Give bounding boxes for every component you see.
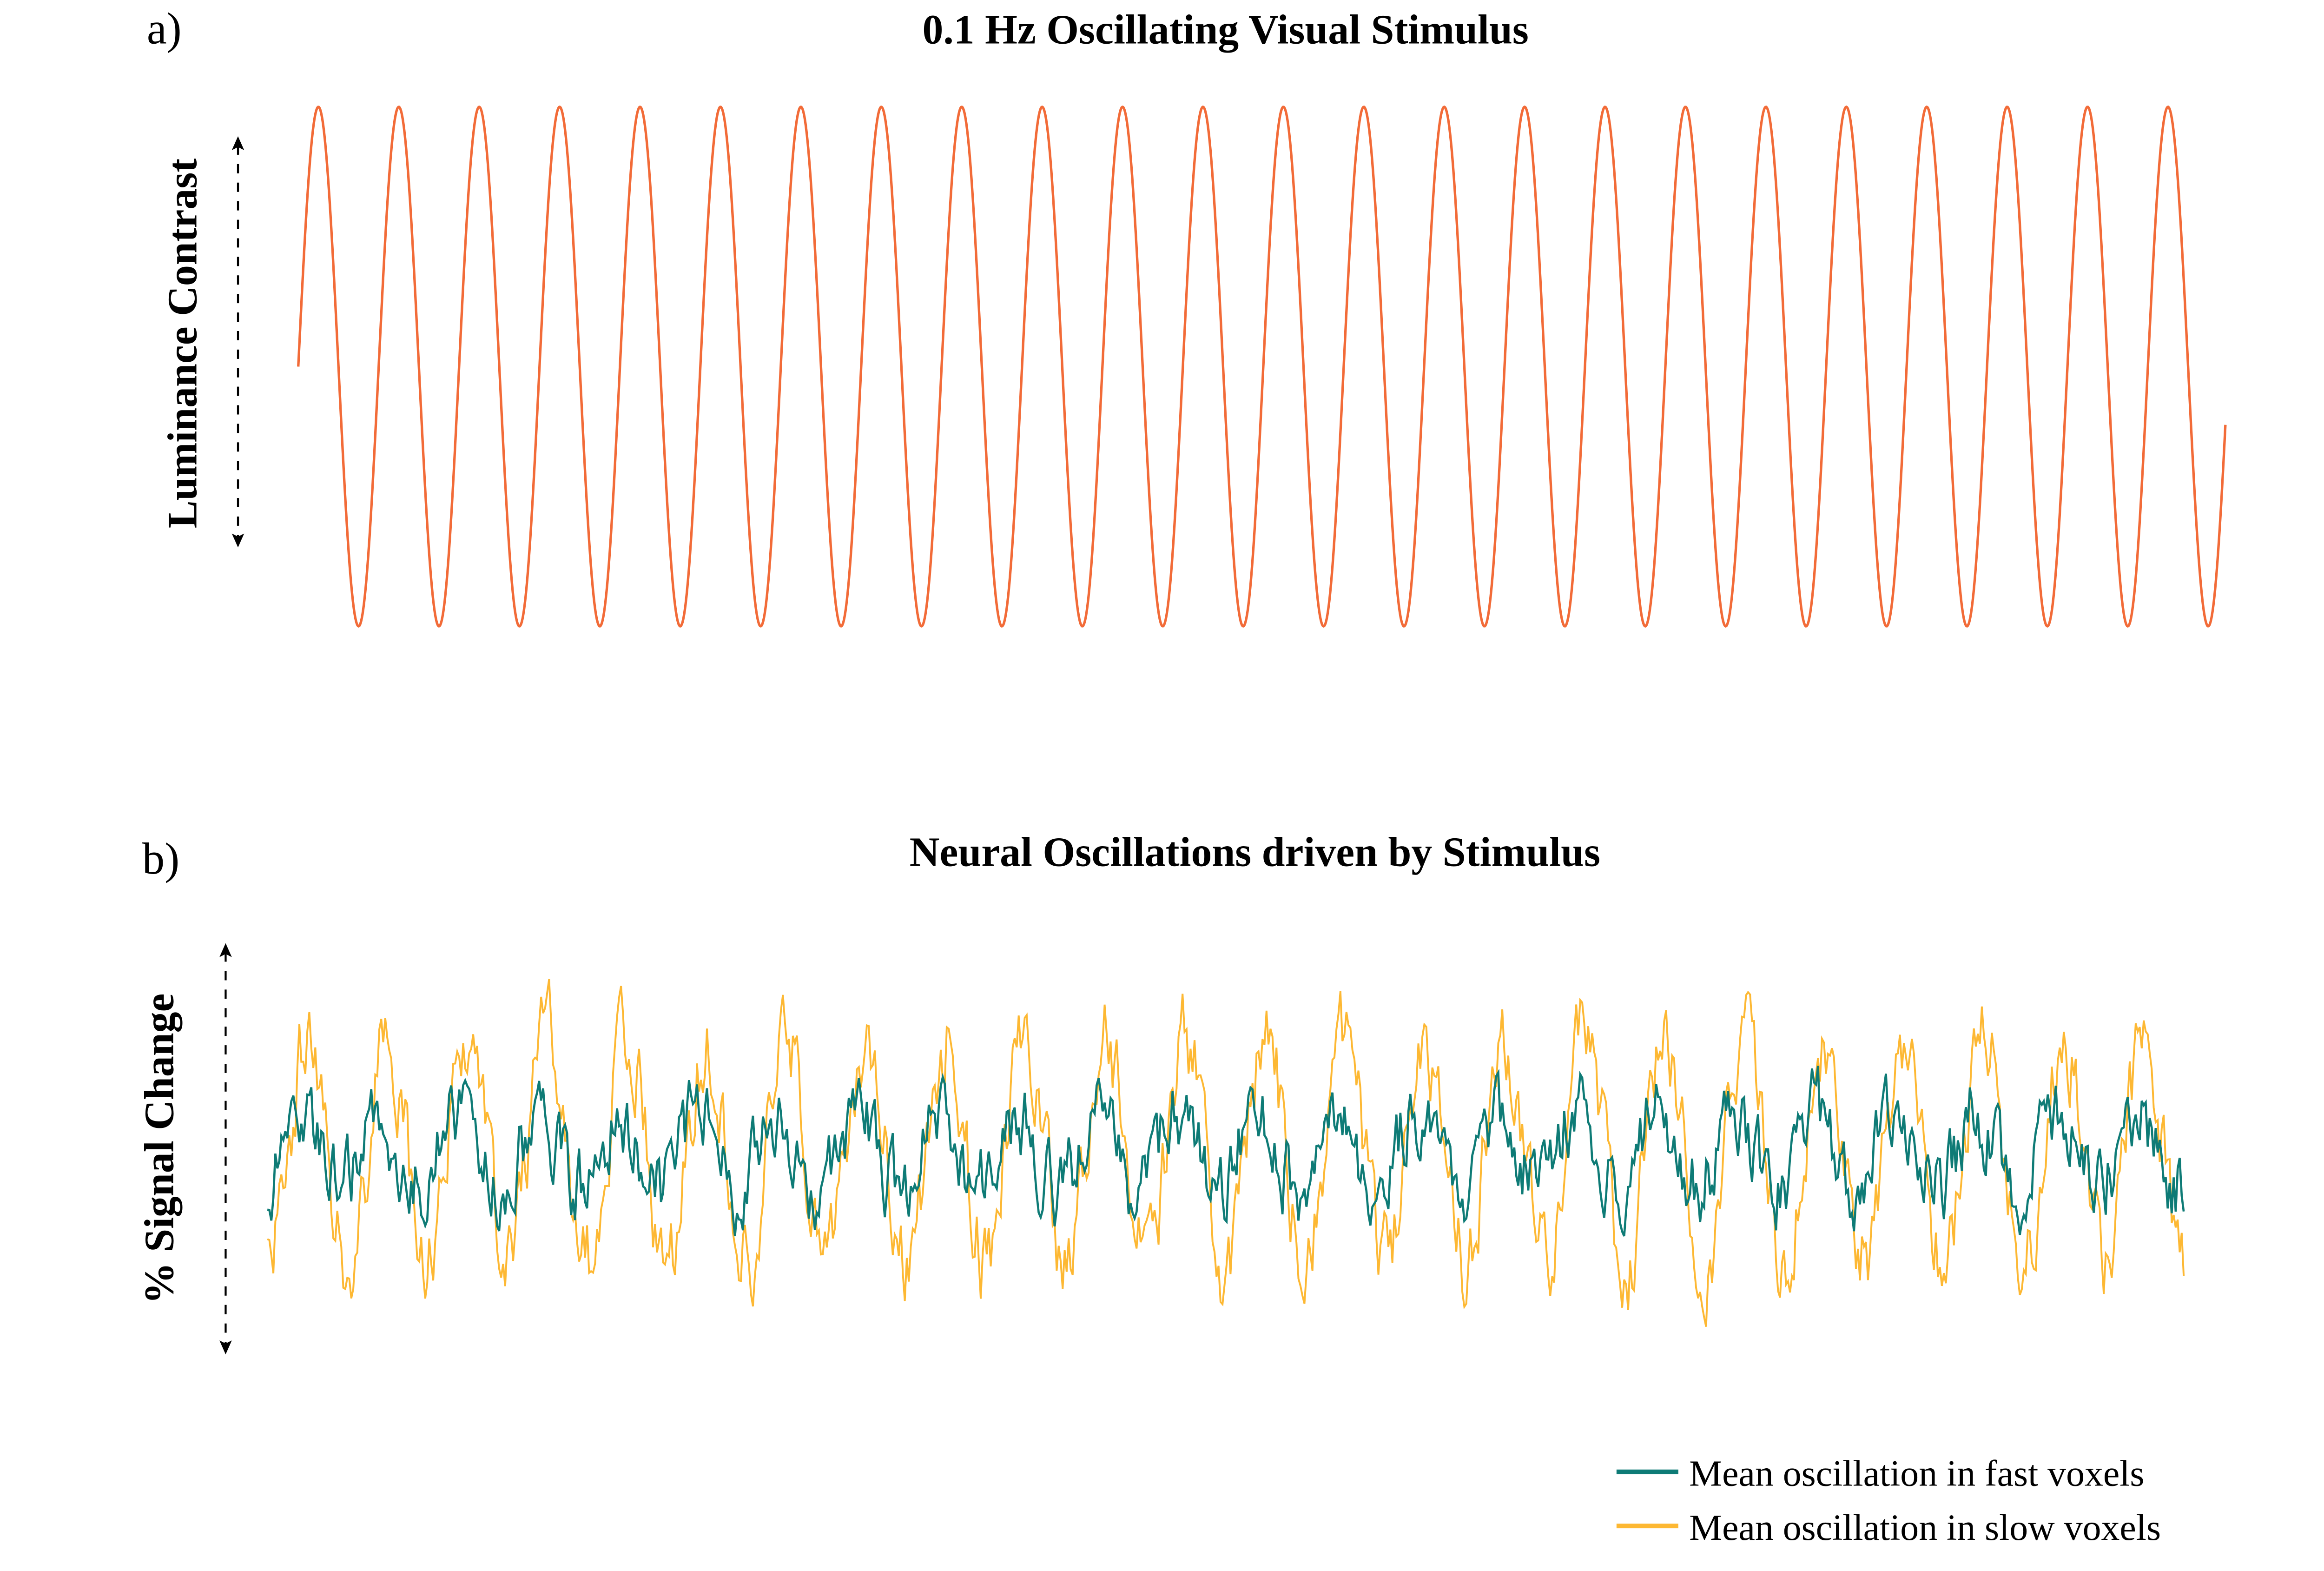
stimulus-line (297, 105, 2227, 628)
legend-label-fast: Mean oscillation in fast voxels (1689, 1453, 2144, 1494)
chart-title-b: Neural Oscillations driven by Stimulus (910, 829, 1600, 875)
legend-label-slow: Mean oscillation in slow voxels (1689, 1507, 2161, 1548)
panel-label-a: a) (147, 4, 182, 53)
y-axis-label-b: % Signal Change (136, 994, 182, 1304)
y-axis-label-a: Luminance Contrast (159, 159, 205, 529)
slow-voxels-line (267, 979, 2185, 1327)
legend: Mean oscillation in fast voxels Mean osc… (1616, 1453, 2161, 1548)
chart-title-a: 0.1 Hz Oscillating Visual Stimulus (922, 7, 1528, 53)
y-arrow-a (231, 136, 244, 548)
panel-label-b: b) (142, 834, 179, 883)
fast-voxels-line (267, 1066, 2185, 1237)
y-arrow-b (219, 943, 232, 1355)
